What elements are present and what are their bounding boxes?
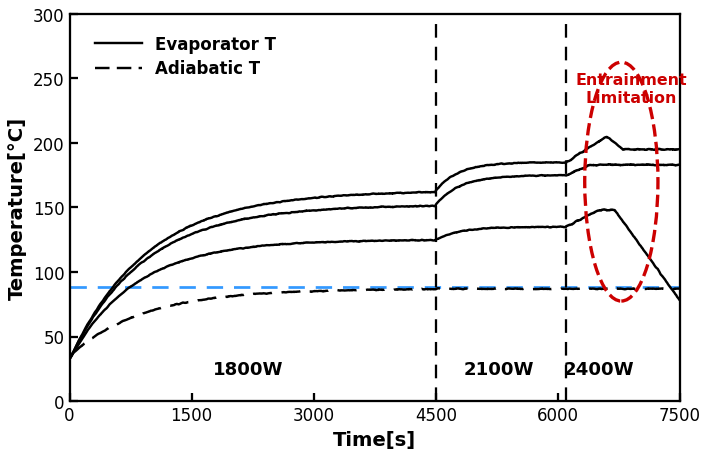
Text: 2400W: 2400W xyxy=(563,360,634,378)
X-axis label: Time[s]: Time[s] xyxy=(333,430,416,449)
Text: Entrainment
Limitation: Entrainment Limitation xyxy=(575,73,687,106)
Text: 2100W: 2100W xyxy=(464,360,534,378)
Y-axis label: Temperature[°C]: Temperature[°C] xyxy=(8,117,27,299)
Legend: Evaporator T, Adiabatic T: Evaporator T, Adiabatic T xyxy=(90,31,281,83)
Text: 1800W: 1800W xyxy=(213,360,284,378)
